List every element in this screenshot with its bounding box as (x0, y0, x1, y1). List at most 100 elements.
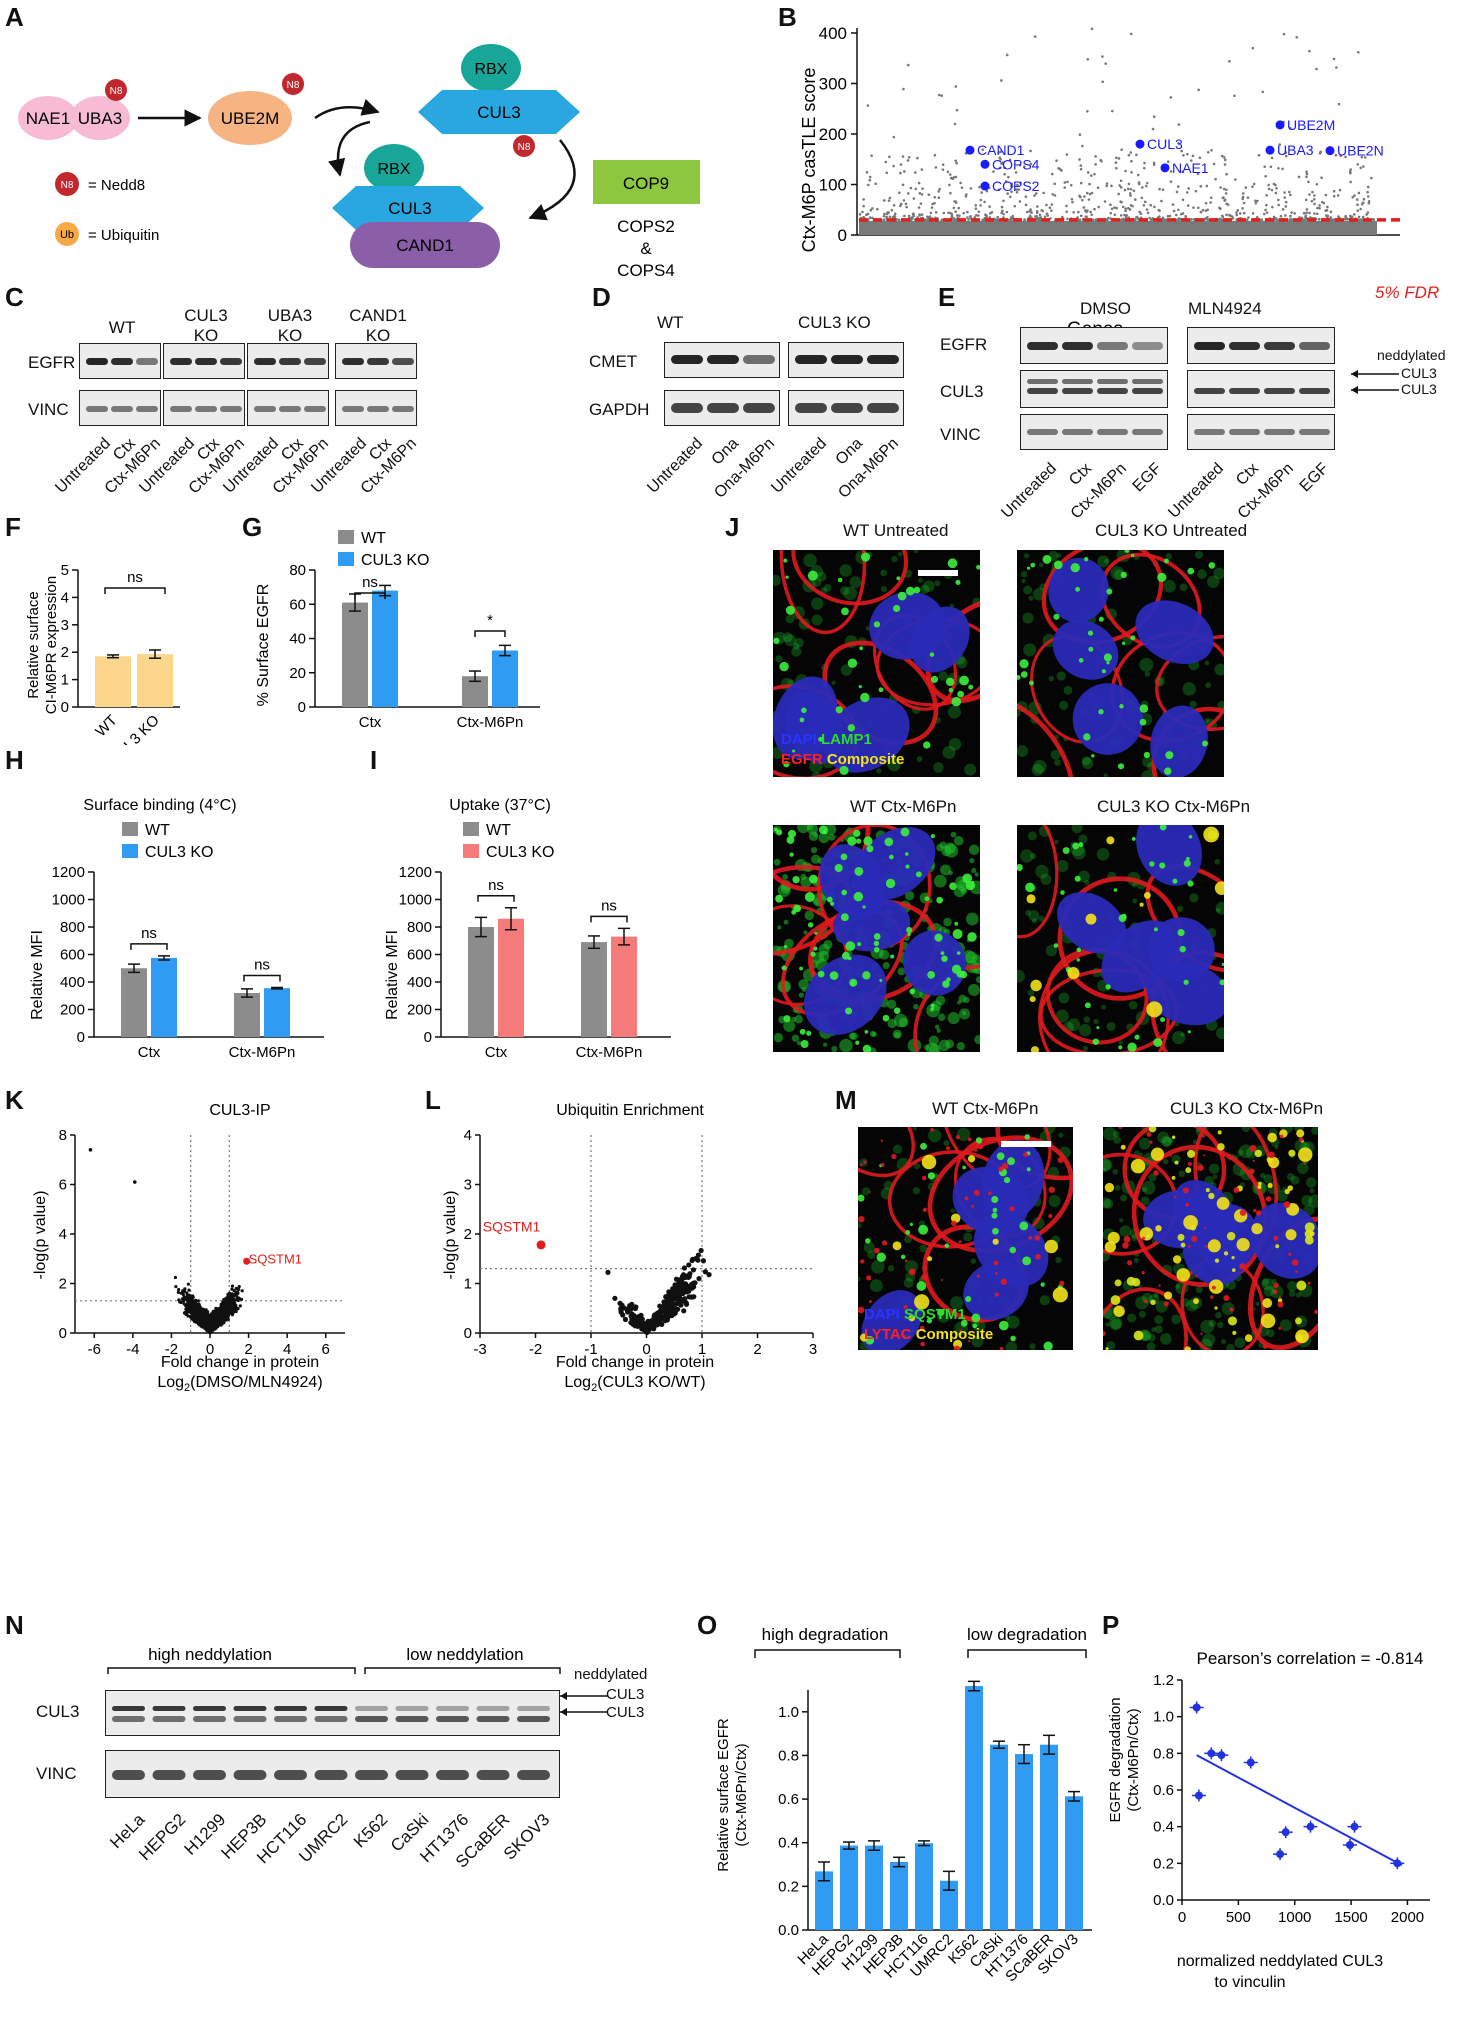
legend-nedd8: = Nedd8 (88, 177, 145, 194)
c-blot-egfr (335, 343, 417, 379)
j-stain-dapi: DAPI (781, 731, 817, 748)
y-tick: 3 (464, 1177, 472, 1194)
h-ylabel: Relative MFI (29, 930, 46, 1020)
uba3-label: UBA3 (78, 109, 122, 128)
e-blot-vinc (1187, 414, 1335, 450)
f-ylabel1: Relative surface (25, 591, 42, 699)
panel-f-chart: Relative surface CI-M6PR expression 0 1 2 3… (25, 562, 180, 745)
bar (264, 988, 290, 1037)
sig-label: ns (141, 925, 157, 942)
bar (581, 942, 607, 1037)
legend-ubiquitin: = Ubiquitin (88, 227, 159, 244)
o-bar (890, 1861, 908, 1930)
cul3-shape (332, 186, 484, 230)
panel-l-volcano: Ubiquitin Enrichment -log(p value) Fold … (442, 1102, 817, 1394)
p-xtick: 0 (1178, 1909, 1186, 1926)
y-tick: 0 (77, 1029, 85, 1046)
panel-label-b: B (778, 2, 797, 32)
nae1-shape (18, 96, 78, 140)
sig-label: ns (362, 574, 378, 591)
legend-label: CUL3 KO (486, 844, 554, 861)
p-point (1207, 1749, 1216, 1758)
p-ylabel2: (Ctx-M6Pn/Ctx) (1125, 1708, 1142, 1811)
x-tick: 2 (753, 1341, 761, 1358)
i-title: Uptake (37°C) (449, 797, 551, 814)
panel-label-o: O (697, 1610, 718, 1640)
b-ytick: 0 (838, 226, 847, 245)
x-tick: Ctx (485, 1044, 508, 1061)
y-tick: 40 (289, 631, 306, 648)
y-tick: 2 (464, 1226, 472, 1243)
y-tick: 20 (289, 665, 306, 682)
o-bar (915, 1843, 933, 1930)
bar (468, 927, 494, 1037)
p-point (1345, 1841, 1354, 1849)
d-row-cmet: CMET (589, 352, 638, 371)
y-tick: 1000 (52, 892, 85, 909)
c-group-label: UBA3 KO (267, 306, 313, 345)
panel-label-f: F (5, 512, 21, 542)
j-stain-composite: Composite (826, 751, 905, 768)
x-tick: Ctx-M6Pn (229, 1044, 296, 1061)
legend-swatch (463, 822, 479, 836)
nae1-label: NAE1 (26, 109, 70, 128)
m-stain-lytac: LYTAC (864, 1326, 912, 1343)
p-xtick: 1000 (1278, 1909, 1311, 1926)
p-point (1194, 1791, 1203, 1800)
y-tick: 0 (424, 1029, 432, 1046)
j-micrograph-4 (1017, 825, 1224, 1052)
p-point (1281, 1828, 1290, 1837)
y-tick: 1200 (52, 864, 85, 881)
x-tick: -3 (473, 1341, 486, 1358)
y-tick: 400 (407, 974, 432, 991)
n-low-label: low neddylation (406, 1645, 523, 1664)
y-tick: 60 (289, 596, 306, 613)
g-legend-label: WT (361, 530, 386, 547)
legend-label: WT (145, 822, 170, 839)
n-row-cul3: CUL3 (36, 1702, 80, 1721)
y-tick: 1.0 (778, 1704, 799, 1721)
f-bar (137, 654, 173, 707)
n-row-vinc: VINC (36, 1764, 77, 1783)
d-blot-cmet (788, 342, 904, 378)
c-row-egfr: EGFR (28, 353, 76, 372)
p-xlabel2: to vinculin (1214, 1974, 1285, 1991)
e-group-dmso: DMSO (1080, 299, 1131, 318)
p-point (1393, 1859, 1402, 1868)
ub-label: Ub (60, 229, 74, 241)
b-highlight-label: COPS2 (992, 178, 1040, 194)
o-ylabel1: Relative surface EGFR (715, 1718, 732, 1872)
y-tick: 0.4 (778, 1835, 799, 1852)
panel-label-l: L (425, 1085, 441, 1115)
cop9-box (593, 160, 700, 204)
x-tick: -1 (584, 1341, 597, 1358)
e-side-cul3-bottom: CUL3 (1401, 381, 1437, 397)
o-bar (1040, 1744, 1058, 1930)
o-ylabel2: (Ctx-M6Pn/Ctx) (733, 1743, 750, 1846)
l-sqstm1-label: SQSTM1 (483, 1219, 541, 1235)
p-point (1246, 1758, 1255, 1767)
y-tick: 0 (59, 1325, 67, 1342)
x-tick: 0 (206, 1341, 214, 1358)
g-legend-swatch (338, 552, 354, 566)
b-highlight-label: COPS4 (992, 156, 1040, 172)
o-bar (865, 1845, 883, 1930)
p-fit-line (1196, 1754, 1403, 1867)
k-xlabel1: Fold change in protein (161, 1354, 319, 1371)
c-blot-egfr (79, 343, 161, 379)
l-sqstm1-point (536, 1240, 546, 1250)
m-stain-sqstm1: SQSTM1 (904, 1306, 966, 1323)
panel-label-i: I (370, 745, 378, 775)
g-bar (492, 650, 518, 707)
h-title: Surface binding (4°C) (83, 797, 236, 814)
y-tick: 4 (61, 589, 69, 606)
k-xlabel2: Log2(DMSO/MLN4924) (157, 1374, 322, 1394)
y-tick: 0 (464, 1325, 472, 1342)
y-tick: 1 (61, 672, 69, 689)
y-tick: 2 (59, 1276, 67, 1293)
ube2m-shape (208, 91, 292, 145)
sig-label: ns (601, 897, 617, 914)
cops4-label: COPS4 (617, 261, 675, 280)
l-xlabel2: Log2(CUL3 KO/WT) (564, 1374, 705, 1394)
p-point (1306, 1822, 1315, 1831)
